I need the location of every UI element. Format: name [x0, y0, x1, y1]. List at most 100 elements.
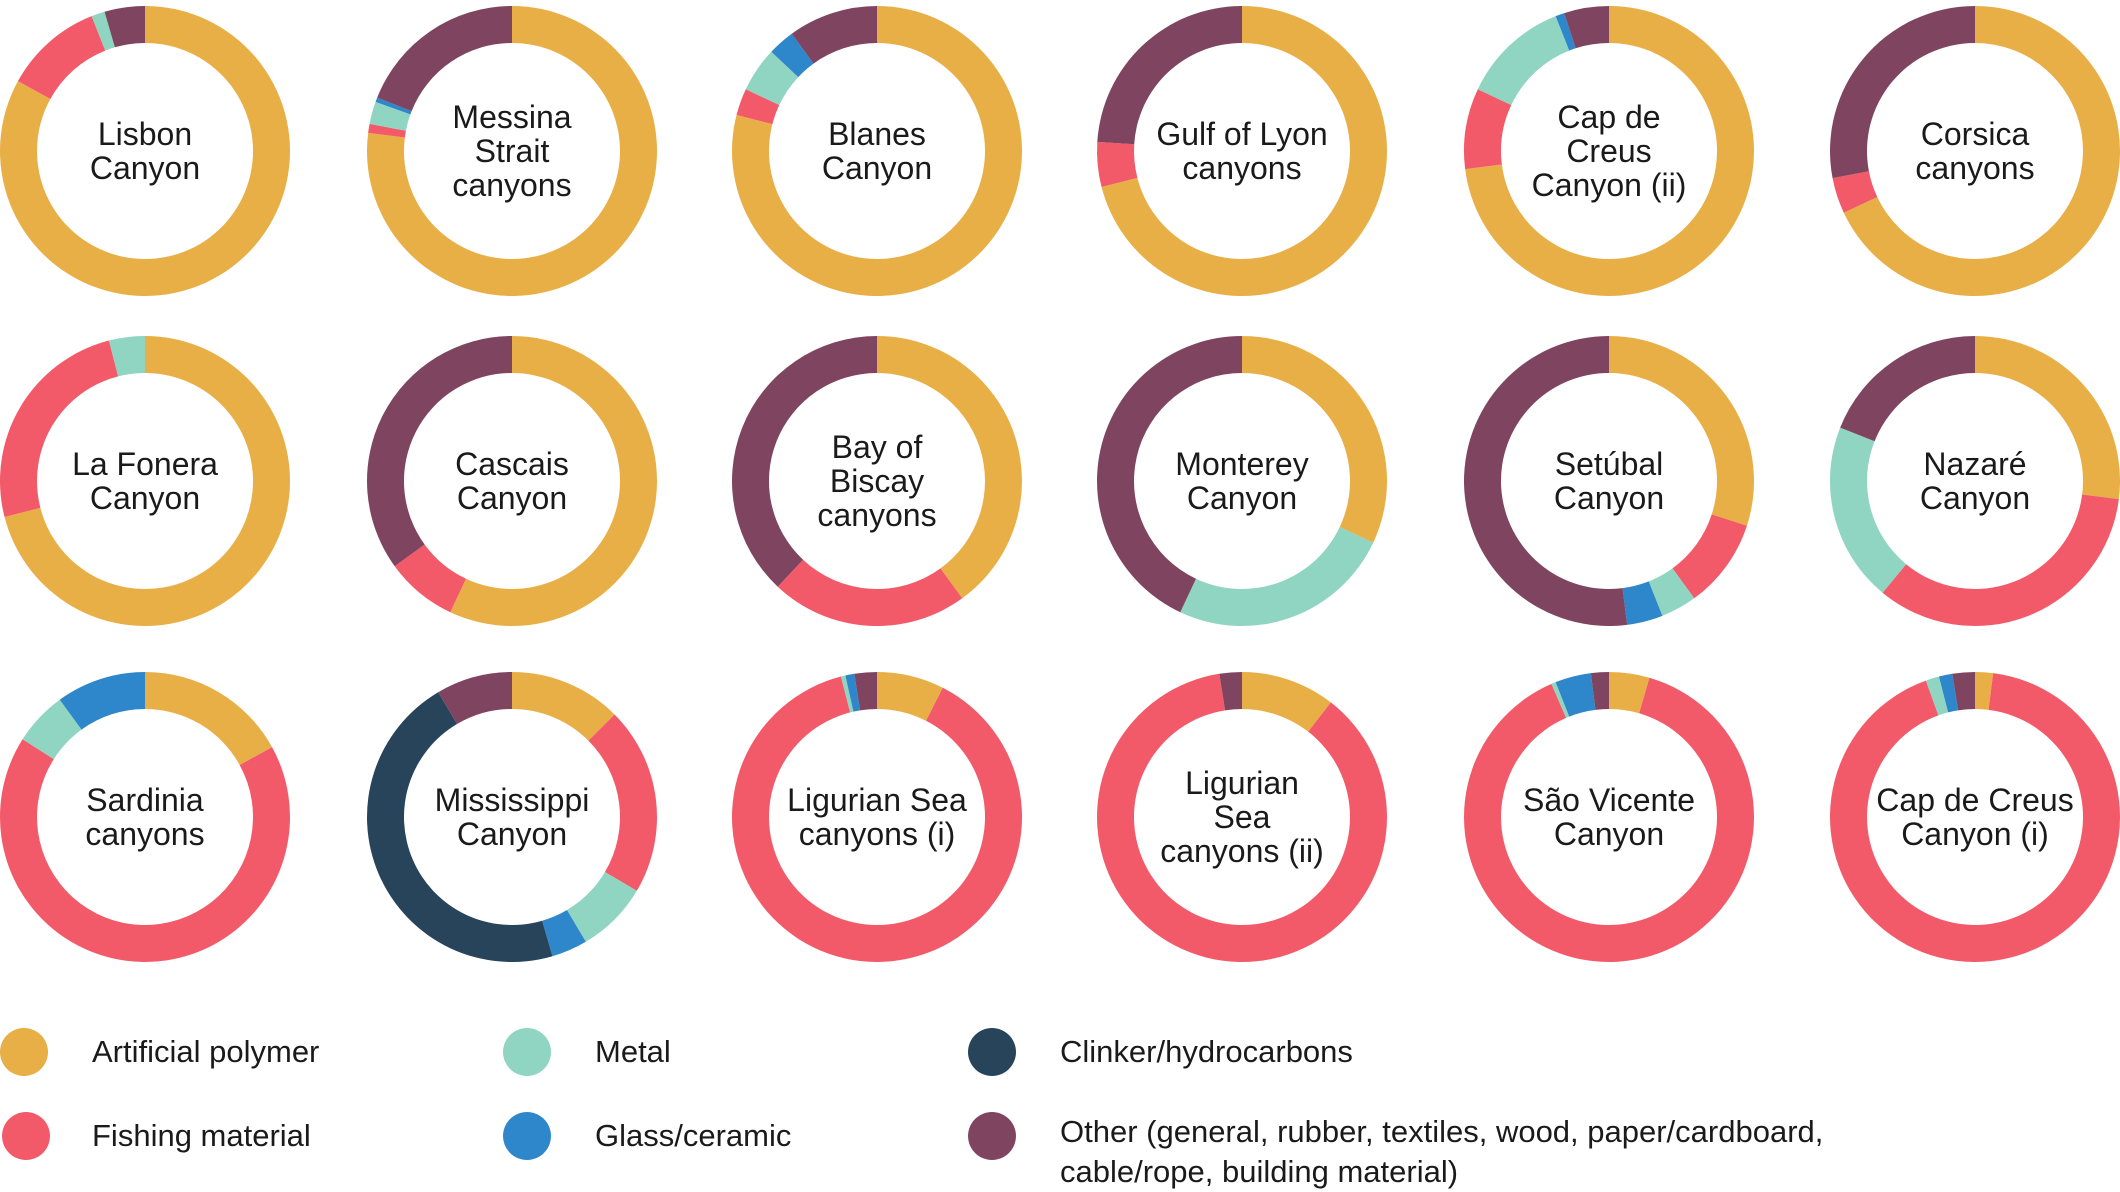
donut-monterey-canyon: Monterey Canyon [1096, 336, 1387, 627]
donut-label-line: Canyon [1554, 816, 1664, 852]
legend-swatch-other [968, 1112, 1016, 1160]
donut-segment-fishing-material [1097, 141, 1138, 188]
donut-ligurian-sea-canyons-i-: Ligurian Sea canyons (i) [731, 672, 1022, 963]
donut-label: Cap de Creus Canyon (i) [1876, 782, 2073, 852]
donut-segment-glass-ceramic [845, 673, 861, 712]
donut-segment-artificial-polymer [450, 336, 657, 626]
donut-label-line: Corsica [1921, 116, 2030, 152]
donut-segment-other [1464, 336, 1628, 626]
donut-segment-glass-ceramic [1555, 13, 1576, 51]
donut-label-line: Canyon [90, 150, 200, 186]
donut-label: Setúbal Canyon [1554, 446, 1664, 516]
donut-cap-de-creus-canyon-i-: Cap de Creus Canyon (i) [1830, 672, 2120, 962]
donut-label: Mississippi Canyon [435, 782, 590, 852]
donut-segment-glass-ceramic [1622, 581, 1663, 625]
legend-swatch-metal [503, 1028, 551, 1076]
legend-swatch-artificial-polymer [0, 1028, 48, 1076]
donut-label-line: Cap de Creus [1876, 782, 2073, 818]
donut-mississippi-canyon: Mississippi Canyon [366, 672, 657, 962]
donut-label-line: Messina [452, 99, 571, 135]
donut-label-line: canyons [1182, 150, 1301, 186]
donut-label-line: Canyon [457, 480, 567, 516]
donut-segment-artificial-polymer [145, 672, 273, 765]
donut-são-vicente-canyon: São Vicente Canyon [1464, 672, 1755, 962]
donut-segment-other [377, 6, 512, 112]
donut-segment-metal [566, 871, 637, 942]
donut-segment-artificial-polymer [1975, 672, 1994, 710]
donut-label: Sardinia canyons [85, 782, 204, 852]
donut-label-line: canyons [452, 167, 571, 203]
donut-segment-glass-ceramic [1555, 673, 1596, 717]
donut-segment-artificial-polymer [1609, 672, 1650, 714]
donut-segment-other [1590, 672, 1609, 710]
donut-label: Corsica canyons [1915, 116, 2034, 186]
legend-label-other: Other (general, rubber, textiles, wood, … [1060, 1114, 1824, 1149]
donut-label-line: Canyon [1554, 480, 1664, 516]
donut-segment-fishing-material [0, 739, 290, 962]
legend-label-fishing-material: Fishing material [92, 1118, 311, 1153]
donut-messina-strait-canyons: Messina Strait canyons [366, 6, 657, 296]
donut-label-line: Canyon [1187, 480, 1297, 516]
donut-cap-de-creus-canyon-ii-: Cap de Creus Canyon (ii) [1464, 6, 1754, 296]
donut-segment-other [1829, 6, 1975, 179]
donut-segment-metal [1648, 568, 1695, 616]
donut-label-line: Canyon [457, 816, 567, 852]
donut-segment-other [1952, 672, 1975, 711]
legend-swatch-clinker-hydrocarbons [968, 1028, 1016, 1076]
donut-setúbal-canyon: Setúbal Canyon [1464, 336, 1754, 626]
donut-segment-artificial-polymer [1242, 672, 1331, 732]
donut-label-line: canyons [817, 497, 936, 533]
donut-segment-fishing-material [1464, 89, 1512, 170]
donut-segment-metal [1477, 16, 1570, 106]
donut-label-line: Setúbal [1555, 446, 1664, 482]
donut-label-line: Canyon [1920, 480, 2030, 516]
donut-segment-metal [1551, 682, 1570, 718]
donut-label-line: canyons (i) [799, 816, 956, 852]
donut-segment-glass-ceramic [375, 97, 412, 115]
donut-segment-fishing-material [588, 714, 657, 891]
donut-segment-metal [91, 11, 115, 51]
donut-label-line: Monterey [1175, 446, 1308, 482]
donut-label-line: Strait [475, 133, 550, 169]
donut-label-line: Ligurian [1185, 765, 1299, 801]
donut-label-line: Canyon [822, 150, 932, 186]
donut-label-line: Bay of [832, 429, 923, 465]
donut-label: São Vicente Canyon [1523, 782, 1695, 852]
donut-segment-fishing-material [777, 559, 963, 626]
donut-segment-fishing-material [394, 544, 467, 613]
donut-cascais-canyon: Cascais Canyon [366, 336, 657, 626]
donut-segment-artificial-polymer [1242, 336, 1387, 543]
donut-label: Blanes Canyon [822, 116, 932, 186]
legend-label-other-line2: cable/rope, building material) [1060, 1154, 1459, 1189]
donut-segment-fishing-material [1672, 514, 1747, 599]
donut-segment-other [1840, 336, 1975, 442]
donut-label-line: Gulf of Lyon [1156, 116, 1327, 152]
donut-segment-artificial-polymer [512, 672, 615, 741]
donut-segment-metal [840, 675, 854, 713]
donut-segment-fishing-material [17, 16, 106, 99]
donut-segment-glass-ceramic [1938, 673, 1959, 713]
donut-label: Nazaré Canyon [1920, 446, 2030, 516]
donut-label-line: Ligurian Sea [787, 782, 967, 818]
donut-label-line: São Vicente [1523, 782, 1695, 818]
donut-segment-fishing-material [368, 123, 406, 138]
donut-segment-metal [1925, 676, 1949, 716]
donut-label-line: Canyon (ii) [1532, 167, 1687, 203]
donut-label: Cascais Canyon [455, 446, 569, 516]
donut-lisbon-canyon: Lisbon Canyon [0, 6, 290, 296]
donut-segment-other [732, 336, 877, 587]
donut-segment-metal [369, 101, 411, 131]
donut-segment-other [791, 6, 877, 64]
legend-label-glass-ceramic: Glass/ceramic [595, 1118, 792, 1153]
donut-nazaré-canyon: Nazaré Canyon [1829, 336, 2120, 627]
donut-label-line: canyons [85, 816, 204, 852]
donut-label-line: Sardinia [86, 782, 204, 818]
donut-label: Bay of Biscay canyons [817, 429, 936, 533]
donut-segment-glass-ceramic [542, 909, 586, 957]
donut-segment-metal [108, 336, 145, 377]
donut-segment-other [1219, 672, 1242, 711]
donut-segment-other [366, 336, 512, 567]
donut-segment-clinker-hydrocarbons [366, 692, 553, 962]
donut-label-line: Biscay [830, 463, 924, 499]
